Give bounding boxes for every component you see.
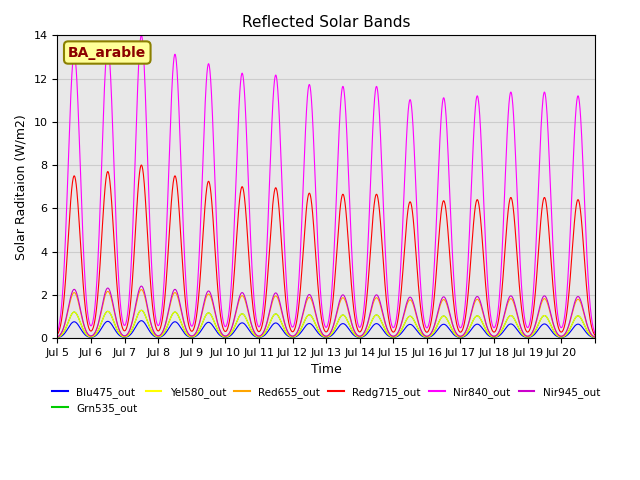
Grn535_out — [442, 315, 450, 321]
Yel580_out — [585, 331, 593, 336]
Line: Nir840_out: Nir840_out — [58, 36, 595, 333]
Grn535_out — [509, 314, 516, 320]
Nir840_out — [585, 288, 593, 293]
Grn535_out — [395, 331, 403, 337]
Nir945_out — [509, 295, 516, 301]
Nir945_out — [591, 334, 598, 340]
Line: Grn535_out: Grn535_out — [58, 310, 595, 337]
Yel580_out — [164, 323, 172, 328]
Nir840_out — [54, 329, 61, 335]
Blu475_out — [591, 335, 598, 341]
Blu475_out — [477, 323, 484, 329]
Redg715_out — [585, 308, 593, 314]
Yel580_out — [54, 335, 61, 340]
Nir945_out — [395, 327, 403, 333]
Nir840_out — [477, 127, 484, 132]
Line: Redg715_out: Redg715_out — [58, 165, 595, 335]
Blu475_out — [395, 333, 403, 338]
Redg715_out — [138, 162, 145, 168]
Redg715_out — [442, 210, 450, 216]
Red655_out — [442, 300, 450, 306]
Yel580_out — [442, 315, 450, 321]
Grn535_out — [591, 335, 598, 340]
Nir945_out — [164, 312, 172, 318]
Nir840_out — [591, 330, 598, 336]
Red655_out — [138, 287, 145, 292]
Grn535_out — [477, 316, 484, 322]
Red655_out — [509, 298, 516, 303]
Nir840_out — [395, 291, 403, 297]
Yel580_out — [395, 331, 403, 337]
Blu475_out — [509, 322, 516, 327]
Blu475_out — [442, 323, 450, 328]
X-axis label: Time: Time — [311, 363, 342, 376]
Redg715_out — [54, 332, 61, 337]
Nir840_out — [164, 200, 172, 205]
Line: Blu475_out: Blu475_out — [58, 321, 595, 338]
Grn535_out — [585, 331, 593, 336]
Title: Reflected Solar Bands: Reflected Solar Bands — [242, 15, 410, 30]
Yel580_out — [509, 314, 516, 320]
Redg715_out — [509, 202, 516, 208]
Legend: Blu475_out, Grn535_out, Yel580_out, Red655_out, Redg715_out, Nir840_out, Nir945_: Blu475_out, Grn535_out, Yel580_out, Red6… — [48, 383, 604, 418]
Nir945_out — [477, 300, 484, 305]
Redg715_out — [591, 332, 598, 338]
Nir945_out — [54, 334, 61, 340]
Grn535_out — [54, 335, 61, 340]
Blu475_out — [138, 318, 145, 324]
Grn535_out — [138, 307, 145, 313]
Red655_out — [477, 302, 484, 308]
Red655_out — [164, 313, 172, 319]
Blu475_out — [54, 335, 61, 340]
Red655_out — [54, 334, 61, 340]
Yel580_out — [591, 335, 598, 340]
Redg715_out — [395, 310, 403, 316]
Yel580_out — [477, 316, 484, 322]
Nir840_out — [442, 117, 450, 122]
Blu475_out — [585, 332, 593, 338]
Yel580_out — [138, 307, 145, 313]
Nir840_out — [509, 102, 516, 108]
Line: Red655_out: Red655_out — [58, 289, 595, 337]
Nir840_out — [138, 33, 145, 38]
Redg715_out — [164, 258, 172, 264]
Grn535_out — [164, 323, 172, 328]
Nir945_out — [585, 327, 593, 333]
Red655_out — [591, 334, 598, 340]
Nir945_out — [442, 298, 450, 303]
Line: Nir945_out: Nir945_out — [58, 286, 595, 337]
Red655_out — [585, 327, 593, 333]
Blu475_out — [164, 327, 172, 333]
Redg715_out — [477, 216, 484, 222]
Y-axis label: Solar Raditaion (W/m2): Solar Raditaion (W/m2) — [15, 114, 28, 260]
Text: BA_arable: BA_arable — [68, 46, 147, 60]
Nir945_out — [138, 283, 145, 289]
Red655_out — [395, 328, 403, 334]
Line: Yel580_out: Yel580_out — [58, 310, 595, 337]
